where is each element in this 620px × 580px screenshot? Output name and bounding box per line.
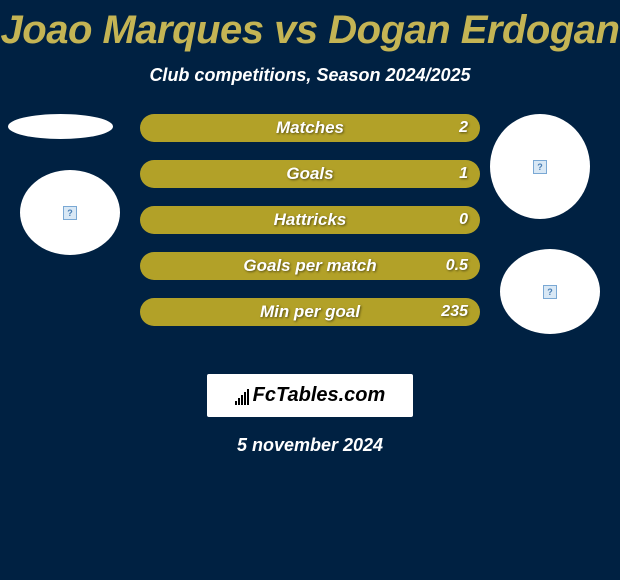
avatar-placeholder-left: ?: [20, 170, 120, 255]
stat-value-right: 0: [459, 211, 468, 229]
image-placeholder-icon: ?: [543, 285, 557, 299]
stat-label: Hattricks: [274, 210, 347, 230]
brand-logo[interactable]: FcTables.com: [207, 374, 414, 417]
footer-date: 5 november 2024: [0, 435, 620, 456]
stat-value-right: 0.5: [446, 257, 468, 275]
stat-row-hattricks: Hattricks 0: [140, 206, 480, 234]
brand-text: FcTables.com: [253, 384, 386, 407]
stat-row-min-per-goal: Min per goal 235: [140, 298, 480, 326]
image-placeholder-icon: ?: [533, 160, 547, 174]
chart-bars-icon: [235, 387, 249, 405]
footer: FcTables.com 5 november 2024: [0, 374, 620, 456]
stat-label: Goals per match: [243, 256, 376, 276]
stat-row-matches: Matches 2: [140, 114, 480, 142]
avatar-placeholder-right: ?: [500, 249, 600, 334]
stat-label: Matches: [276, 118, 344, 138]
page-title: Joao Marques vs Dogan Erdogan: [0, 0, 620, 53]
avatar-placeholder-left-top: [8, 114, 113, 139]
comparison-content: ? ? ? Matches 2 Goals 1 Hattricks 0 Goal…: [0, 114, 620, 374]
page-subtitle: Club competitions, Season 2024/2025: [0, 65, 620, 86]
stat-label: Goals: [286, 164, 333, 184]
stat-value-right: 2: [459, 119, 468, 137]
stat-value-right: 1: [459, 165, 468, 183]
stat-row-goals: Goals 1: [140, 160, 480, 188]
stat-label: Min per goal: [260, 302, 360, 322]
avatar-placeholder-right-top: ?: [490, 114, 590, 219]
stat-row-goals-per-match: Goals per match 0.5: [140, 252, 480, 280]
image-placeholder-icon: ?: [63, 206, 77, 220]
stats-list: Matches 2 Goals 1 Hattricks 0 Goals per …: [140, 114, 480, 344]
stat-value-right: 235: [441, 303, 468, 321]
